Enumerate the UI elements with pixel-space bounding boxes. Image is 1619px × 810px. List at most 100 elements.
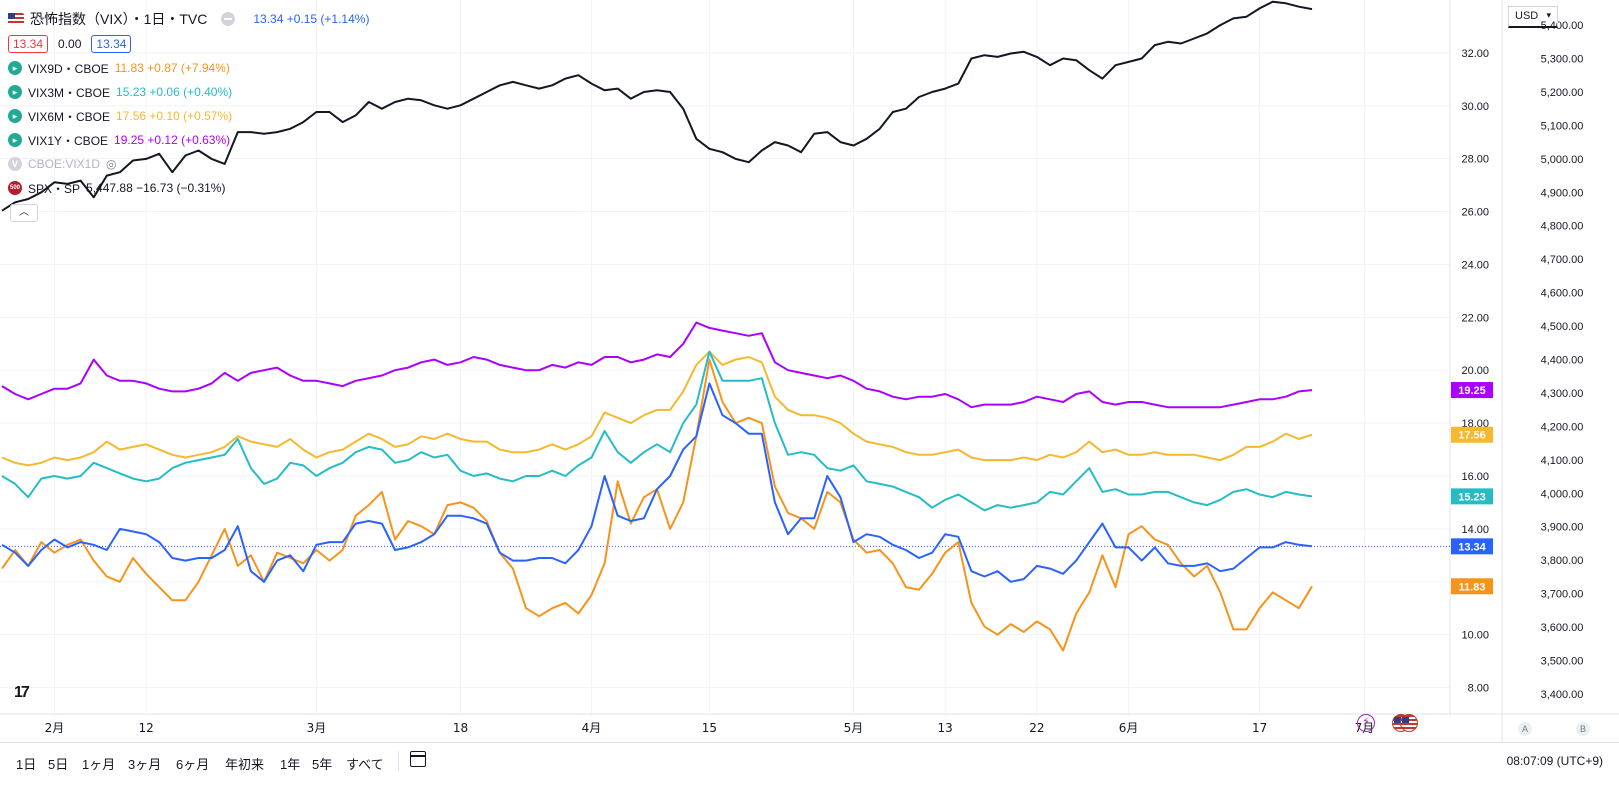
y-tick-label-right: 3,900.00 [1541, 522, 1584, 534]
y-tick-label-right: 5,300.00 [1541, 54, 1584, 66]
flash-event-icon[interactable]: ⚡ [1357, 714, 1375, 732]
bid-ask-row: 13.34 0.00 13.34 [8, 32, 369, 56]
series-line-spx[interactable] [1, 0, 1313, 212]
clock-readout[interactable]: 08:07:09 (UTC+9) [1506, 754, 1603, 768]
y-tick-label-right: 5,000.00 [1541, 154, 1584, 166]
range-5y-button[interactable]: 5年 [312, 757, 333, 772]
y-tick-label-left: 20.00 [1461, 365, 1489, 377]
legend-value: 17.56 +0.10 (+0.57%) [116, 109, 233, 123]
main-quote: 13.34 +0.15 (+1.14%) [253, 12, 370, 26]
legend-row-vix1y[interactable]: ▸ VIX1Y・CBOE 19.25 +0.12 (+0.63%) [8, 128, 369, 152]
last-value-label: 19.25 [1458, 385, 1486, 397]
last-value-badge [1451, 382, 1493, 399]
b-scale-button[interactable]: B [1576, 722, 1590, 736]
currency-label: USD [1515, 10, 1539, 22]
y-tick-label-left: 8.00 [1468, 683, 1489, 695]
legend-symbol: VIX3M・CBOE [28, 85, 111, 100]
last-value-label: 13.34 [1458, 541, 1486, 553]
y-tick-label-left: 16.00 [1461, 471, 1489, 483]
bottom-toolbar: 1日 5日 1ヶ月 3ヶ月 6ヶ月 年初来 1年 5年 すべて 08:07:09… [0, 742, 1619, 781]
last-value-badge [1451, 578, 1493, 595]
y-tick-label-right: 3,600.00 [1541, 622, 1584, 634]
us-flag-icon [8, 13, 24, 25]
y-tick-label-right: 5,100.00 [1541, 120, 1584, 132]
y-tick-label-right: 4,900.00 [1541, 187, 1584, 199]
legend-symbol: VIX1Y・CBOE [28, 133, 109, 148]
collapse-legend-button[interactable]: ︿ [10, 204, 38, 222]
y-tick-label-right: 4,600.00 [1541, 288, 1584, 300]
range-5d-button[interactable]: 5日 [48, 757, 69, 772]
series-line-vix3m[interactable] [1, 350, 1313, 512]
range-1d-button[interactable]: 1日 [16, 757, 37, 772]
range-all-button[interactable]: すべて [346, 757, 384, 772]
series-line-vix[interactable] [1, 382, 1313, 583]
y-tick-label-right: 4,400.00 [1541, 355, 1584, 367]
legend-symbol: VIX6M・CBOE [28, 109, 111, 124]
last-value-badge [1451, 538, 1493, 555]
legend-value: 15.23 +0.06 (+0.40%) [116, 85, 233, 99]
y-tick-label-left: 32.00 [1461, 48, 1489, 60]
buy-price-button[interactable]: 13.34 [91, 35, 132, 53]
toggle-icon[interactable] [221, 12, 236, 26]
legend-symbol: VIX9D・CBOE [28, 61, 109, 76]
y-tick-label-left: 24.00 [1461, 259, 1489, 271]
title-row: 恐怖指数（VIX）・1日・TVC 13.34 +0.15 (+1.14%) [8, 6, 369, 32]
range-3m-button[interactable]: 3ヶ月 [128, 757, 162, 772]
y-tick-label-left: 26.00 [1461, 207, 1489, 219]
auto-scale-button[interactable]: A [1518, 722, 1532, 736]
x-tick-label: 4月 [582, 721, 602, 735]
sell-price-button[interactable]: 13.34 [8, 35, 49, 53]
y-tick-label-right: 3,500.00 [1541, 655, 1584, 667]
legend-row-vix9d[interactable]: ▸ VIX9D・CBOE 11.83 +0.87 (+7.94%) [8, 56, 369, 80]
legend: 恐怖指数（VIX）・1日・TVC 13.34 +0.15 (+1.14%) 13… [8, 6, 369, 200]
y-tick-label-right: 5,400.00 [1541, 20, 1584, 32]
y-tick-label-right: 4,700.00 [1541, 254, 1584, 266]
tradingview-logo-icon[interactable]: 17 [14, 684, 30, 701]
legend-symbol: SPX・SP [28, 181, 81, 196]
y-tick-label-left: 22.00 [1461, 312, 1489, 324]
legend-value: 5,447.88 −16.73 (−0.31%) [86, 181, 226, 195]
us-event-flag-icon[interactable] [1400, 714, 1418, 732]
range-1y-button[interactable]: 1年 [280, 757, 301, 772]
sp500-logo-icon: 500 [8, 181, 22, 195]
y-tick-label-left: 10.00 [1461, 630, 1489, 642]
y-tick-label-left: 28.00 [1461, 154, 1489, 166]
legend-row-vix6m[interactable]: ▸ VIX6M・CBOE 17.56 +0.10 (+0.57%) [8, 104, 369, 128]
hidden-series-icon: V [8, 157, 22, 171]
range-6m-button[interactable]: 6ヶ月 [176, 757, 210, 772]
last-value-badge [1451, 426, 1493, 443]
calendar-icon[interactable] [410, 751, 426, 767]
x-tick-label: 22 [1029, 721, 1044, 735]
x-tick-label: 6月 [1119, 721, 1139, 735]
cboe-logo-icon: ▸ [8, 133, 22, 147]
symbol-title[interactable]: 恐怖指数（VIX）・1日・TVC [30, 11, 208, 27]
y-tick-label-right: 4,500.00 [1541, 321, 1584, 333]
x-tick-label: 12 [138, 721, 153, 735]
legend-symbol: CBOE:VIX1D [28, 157, 101, 171]
legend-value: 11.83 +0.87 (+7.94%) [114, 61, 230, 75]
y-tick-label-right: 3,400.00 [1541, 689, 1584, 701]
currency-select[interactable]: USD ▾ [1508, 6, 1558, 28]
series-line-vix9d[interactable] [1, 358, 1313, 652]
x-tick-label: 13 [938, 721, 953, 735]
x-tick-label: 18 [453, 721, 468, 735]
chart-canvas[interactable]: 8.0010.0012.0014.0016.0018.0020.0022.002… [0, 0, 1619, 742]
y-tick-label-right: 4,300.00 [1541, 388, 1584, 400]
eye-crossed-icon[interactable]: ◎ [106, 157, 117, 171]
cboe-logo-icon: ▸ [8, 109, 22, 123]
legend-value: 19.25 +0.12 (+0.63%) [114, 133, 231, 147]
cboe-logo-icon: ▸ [8, 61, 22, 75]
range-ytd-button[interactable]: 年初来 [225, 757, 265, 772]
x-tick-label: 5月 [844, 721, 864, 735]
x-tick-label: 15 [702, 721, 717, 735]
legend-row-spx[interactable]: 500 SPX・SP 5,447.88 −16.73 (−0.31%) [8, 176, 369, 200]
series-line-vix1y[interactable] [1, 321, 1313, 409]
series-line-vix6m[interactable] [1, 350, 1313, 467]
legend-row-vix3m[interactable]: ▸ VIX3M・CBOE 15.23 +0.06 (+0.40%) [8, 80, 369, 104]
range-1m-button[interactable]: 1ヶ月 [82, 757, 116, 772]
y-tick-label-right: 4,100.00 [1541, 455, 1584, 467]
y-tick-label-left: 14.00 [1461, 524, 1489, 536]
last-value-label: 11.83 [1459, 581, 1486, 593]
last-value-label: 15.23 [1458, 491, 1486, 503]
legend-row-vix1d[interactable]: V CBOE:VIX1D ◎ [8, 152, 369, 176]
